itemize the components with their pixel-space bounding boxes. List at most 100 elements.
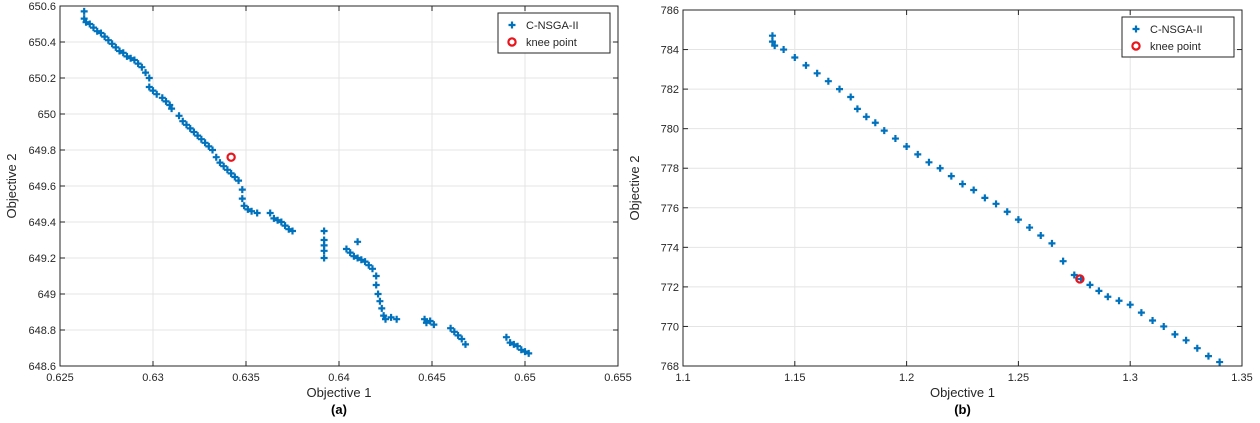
data-point [1182,336,1190,344]
data-point [162,97,170,105]
data-point [112,43,120,51]
x-axis-label: Objective 1 [930,385,995,400]
data-point [1216,358,1224,366]
legend-marker-circle [507,37,517,47]
data-point [1014,216,1022,224]
data-point [238,195,246,203]
data-point [97,29,105,37]
y-axis-label: Objective 2 [4,153,19,218]
data-point [1070,271,1078,279]
series-knee-point [226,152,236,162]
data-point [145,74,153,82]
data-point [847,93,855,101]
legend-box [497,12,611,54]
data-point [1126,301,1134,309]
series-knee-point [1075,274,1085,284]
data-point [506,339,514,347]
data-point [285,225,293,233]
y-tick-label: 650.6 [28,1,56,13]
series-c-nsga-ii [768,32,1224,366]
data-point [238,186,246,194]
data-point [925,158,933,166]
data-point [768,38,776,46]
data-point [824,77,832,85]
data-point [880,127,888,135]
data-point [970,186,978,194]
data-point [372,272,380,280]
data-point [891,135,899,143]
legend-marker-circle [1131,41,1141,51]
data-point [108,40,116,48]
y-tick-label: 649 [38,289,56,301]
data-point [768,32,776,40]
data-point [947,172,955,180]
data-point [212,153,220,161]
y-tick-label: 648.8 [28,325,56,337]
data-point [123,52,131,60]
data-point [248,207,256,215]
figure-caption: (a) [331,402,347,417]
data-point [1137,309,1145,317]
data-point [1171,330,1179,338]
data-point [119,49,127,57]
data-point [372,281,380,289]
data-point [981,194,989,202]
data-point [382,315,389,323]
data-point [134,60,142,68]
x-tick-label: 1.25 [1008,372,1029,384]
data-point [194,132,202,140]
data-point [914,150,922,158]
data-point [422,319,430,327]
plot-area [683,10,1242,366]
data-point [186,124,194,132]
data-point [182,121,190,129]
data-point [521,348,529,356]
legend: C-NSGA-II knee point [497,12,611,54]
data-point [142,69,150,77]
data-point [376,297,384,305]
y-tick-label: 649.8 [28,145,56,157]
y-tick-label: 649.4 [28,217,56,229]
chart-a: 0.625 0.63 0.635 0.64 0.645 0.65 0.655 648.6 648… [4,1,632,417]
data-point [320,227,328,235]
y-tick-label: 650 [38,109,56,121]
y-tick-label: 782 [661,84,679,96]
data-point [227,169,235,177]
data-point [871,119,879,127]
data-point [153,90,161,98]
data-point [104,36,112,44]
data-point [138,63,146,71]
data-point [86,20,94,28]
data-point [374,290,382,298]
data-point [244,205,252,213]
y-tick-label: 786 [661,5,679,17]
x-tick-label: 1.15 [784,372,805,384]
y-tick-label: 649.2 [28,253,56,265]
legend: C-NSGA-II knee point [1121,16,1235,58]
y-tick-label: 784 [661,45,679,57]
data-point [320,254,328,262]
data-point [166,101,174,109]
data-point [387,313,395,321]
data-point [791,53,799,61]
legend-entry-label: knee point [1150,41,1201,53]
data-point [454,331,462,339]
knee-point-marker [226,152,236,162]
data-point [862,113,870,121]
figure-caption: (b) [954,402,971,417]
data-point [354,254,362,262]
data-point [289,227,296,235]
data-point [145,83,153,91]
data-point [1037,231,1045,239]
data-point [270,214,278,222]
y-tick-label: 770 [661,321,679,333]
data-point [101,33,109,41]
y-tick-label: 776 [661,203,679,215]
x-tick-label: 0.635 [232,372,260,384]
data-point [1115,297,1123,305]
data-point [253,209,261,217]
data-point [393,315,401,323]
x-tick-label: 0.645 [418,372,446,384]
data-point [1026,224,1034,232]
